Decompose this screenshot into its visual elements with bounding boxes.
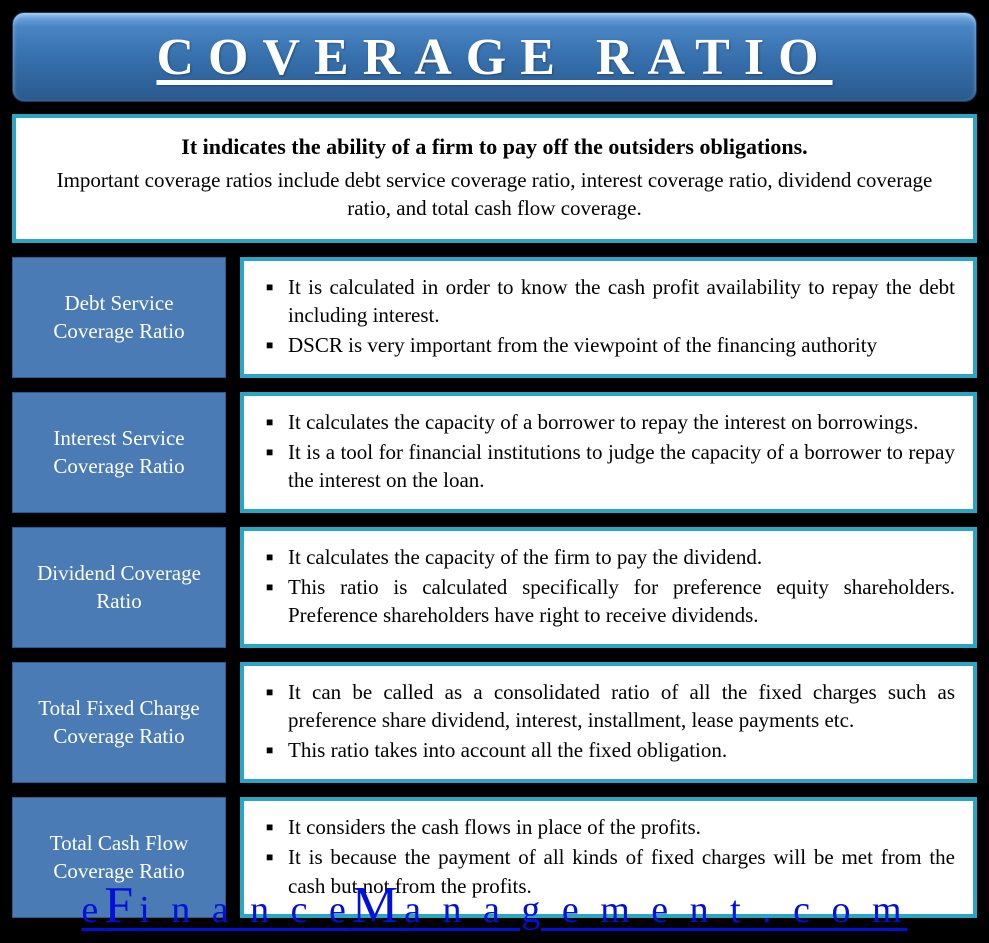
intro-description: Important coverage ratios include debt s… (36, 166, 953, 223)
ratio-point: It considers the cash flows in place of … (262, 813, 955, 841)
ratio-point: DSCR is very important from the viewpoin… (262, 331, 955, 359)
ratio-content: It is calculated in order to know the ca… (240, 257, 977, 378)
ratio-point: It is a tool for financial institutions … (262, 438, 955, 495)
ratio-content: It calculates the capacity of a borrower… (240, 392, 977, 513)
footer-site-link[interactable]: eFi n a n c eMa n a g e m e n t . c o m (81, 889, 907, 931)
ratio-label: Debt Service Coverage Ratio (12, 257, 226, 378)
ratio-row: Dividend Coverage Ratio It calculates th… (12, 527, 977, 648)
ratio-content: It calculates the capacity of the firm t… (240, 527, 977, 648)
header-banner: COVERAGE RATIO (12, 12, 977, 102)
ratio-label: Dividend Coverage Ratio (12, 527, 226, 648)
intro-box: It indicates the ability of a firm to pa… (12, 114, 977, 243)
ratio-point: This ratio takes into account all the fi… (262, 736, 955, 764)
page-title: COVERAGE RATIO (156, 28, 832, 87)
ratio-point: It calculates the capacity of the firm t… (262, 543, 955, 571)
ratio-row: Total Fixed Charge Coverage Ratio It can… (12, 662, 977, 783)
footer: eFi n a n c eMa n a g e m e n t . c o m (0, 876, 989, 935)
ratio-point: It can be called as a consolidated ratio… (262, 678, 955, 735)
ratio-point: It is calculated in order to know the ca… (262, 273, 955, 330)
ratio-row: Interest Service Coverage Ratio It calcu… (12, 392, 977, 513)
ratio-label: Interest Service Coverage Ratio (12, 392, 226, 513)
intro-bold-text: It indicates the ability of a firm to pa… (36, 134, 953, 160)
ratio-label: Total Fixed Charge Coverage Ratio (12, 662, 226, 783)
ratio-point: It calculates the capacity of a borrower… (262, 408, 955, 436)
ratio-row: Debt Service Coverage Ratio It is calcul… (12, 257, 977, 378)
ratio-point: This ratio is calculated specifically fo… (262, 573, 955, 630)
ratio-content: It can be called as a consolidated ratio… (240, 662, 977, 783)
